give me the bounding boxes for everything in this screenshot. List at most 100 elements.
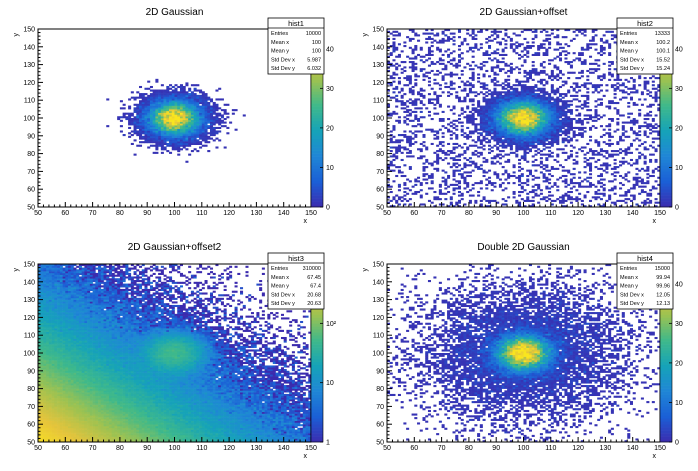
heatmap-cell — [158, 96, 162, 99]
heatmap-cell — [586, 78, 590, 81]
heatmap-cell — [387, 185, 391, 188]
heatmap-cell — [466, 182, 470, 185]
heatmap-cell — [171, 105, 175, 108]
heatmap-cell — [179, 135, 183, 138]
heatmap-cell — [545, 37, 549, 40]
heatmap-cell — [204, 101, 208, 105]
heatmap-cell — [155, 135, 159, 138]
heatmap-cell — [616, 128, 620, 131]
heatmap-cell — [468, 64, 472, 67]
heatmap-cell — [403, 84, 407, 87]
heatmap-cell — [155, 109, 159, 112]
heatmap-cell — [657, 192, 661, 195]
heatmap-cell — [580, 52, 584, 55]
heatmap-cell — [542, 61, 546, 64]
heatmap-cell — [408, 139, 412, 142]
heatmap-cell — [548, 94, 552, 97]
heatmap-cell — [414, 134, 418, 137]
heatmap-cell — [455, 94, 459, 97]
heatmap-cell — [488, 109, 492, 112]
heatmap-cell — [509, 134, 513, 137]
heatmap-cell — [158, 144, 162, 147]
heatmap-cell — [212, 116, 216, 119]
heatmap-cell — [403, 66, 407, 69]
heatmap-cell — [520, 128, 524, 131]
heatmap-cell — [632, 132, 636, 135]
heatmap-cell — [38, 353, 42, 356]
heatmap-cell — [646, 123, 650, 126]
heatmap-cell — [144, 105, 148, 108]
heatmap-cell — [493, 78, 497, 81]
heatmap-cell — [474, 109, 478, 112]
heatmap-cell — [212, 121, 216, 124]
heatmap-cell — [507, 112, 511, 115]
heatmap-cell — [545, 80, 549, 83]
heatmap-cell — [177, 125, 181, 128]
heatmap-cell — [569, 125, 573, 128]
heatmap-cell — [619, 78, 623, 81]
heatmap-cell — [406, 192, 410, 195]
heatmap-cell — [166, 116, 170, 119]
heatmap-cell — [504, 105, 508, 108]
heatmap-cell — [518, 142, 522, 145]
heatmap-cell — [141, 98, 145, 101]
colorbar-segment — [311, 171, 323, 175]
heatmap-cell — [496, 34, 500, 37]
heatmap-cell — [496, 91, 500, 94]
heatmap-cell — [479, 85, 483, 89]
heatmap-cell — [169, 87, 173, 90]
heatmap-cell — [599, 178, 603, 181]
heatmap-cell — [463, 176, 467, 179]
heatmap-cell — [586, 87, 590, 90]
heatmap-cell — [455, 146, 459, 149]
heatmap-cell — [553, 182, 557, 185]
heatmap-cell — [139, 132, 143, 135]
heatmap-cell — [556, 36, 560, 39]
heatmap-cell — [147, 118, 151, 121]
heatmap-cell — [657, 201, 661, 204]
heatmap-cell — [635, 167, 639, 170]
heatmap-cell — [177, 134, 181, 137]
heatmap-cell — [569, 182, 573, 185]
heatmap-cell — [455, 187, 459, 190]
heatmap-cell — [649, 201, 653, 204]
heatmap-cell — [490, 160, 494, 163]
heatmap-cell — [539, 142, 543, 145]
colorbar-segment — [660, 85, 672, 89]
heatmap-cell — [490, 121, 494, 124]
heatmap-cell — [152, 103, 156, 106]
heatmap-cell — [436, 167, 440, 170]
heatmap-cell — [158, 94, 162, 97]
heatmap-cell — [169, 130, 173, 133]
heatmap-cell — [182, 137, 186, 140]
heatmap-cell — [523, 134, 527, 137]
heatmap-cell — [218, 126, 222, 129]
heatmap-cell — [141, 100, 145, 103]
heatmap-cell — [411, 132, 415, 135]
heatmap-cell — [545, 30, 549, 33]
heatmap-cell — [649, 114, 653, 117]
heatmap-cell — [564, 174, 568, 178]
heatmap-cell — [498, 41, 502, 44]
heatmap-cell — [523, 148, 527, 151]
heatmap-cell — [163, 119, 167, 122]
heatmap-cell — [177, 144, 181, 147]
heatmap-cell — [204, 125, 208, 128]
heatmap-cell — [589, 182, 593, 185]
heatmap-cell — [427, 52, 431, 55]
heatmap-cell — [152, 98, 156, 101]
heatmap-cell — [468, 144, 472, 147]
heatmap-cell — [169, 134, 173, 137]
heatmap-cell — [171, 107, 175, 110]
heatmap-cell — [550, 151, 554, 154]
heatmap-cell — [182, 85, 186, 89]
heatmap-cell — [504, 187, 508, 190]
heatmap-cell — [498, 121, 502, 124]
heatmap-cell — [466, 158, 470, 162]
heatmap-cell — [144, 87, 148, 90]
heatmap-cell — [177, 128, 181, 131]
heatmap-cell — [493, 199, 497, 202]
heatmap-cell — [504, 34, 508, 37]
heatmap-cell — [580, 123, 584, 126]
heatmap-cell — [182, 144, 186, 147]
